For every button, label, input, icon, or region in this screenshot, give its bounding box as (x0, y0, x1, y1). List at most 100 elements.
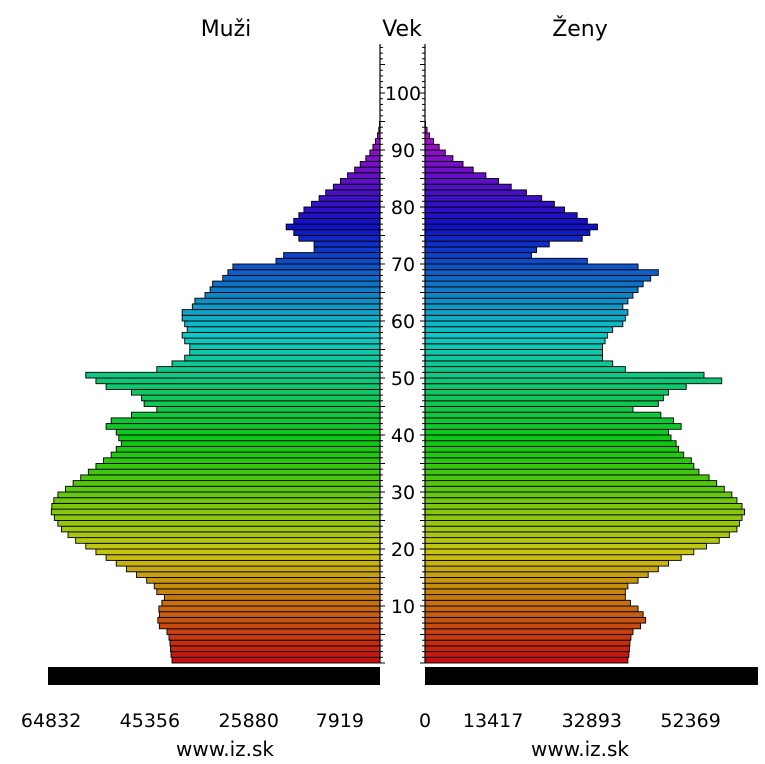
male-bar-age-37 (115, 445, 381, 453)
female-bar-age-74 (424, 235, 583, 242)
male-bar-age-31 (72, 480, 381, 487)
female-bar-age-5 (424, 628, 634, 635)
female-bar-age-68 (424, 269, 659, 276)
female-bar-age-87 (424, 160, 464, 168)
female-bar-age-62 (424, 303, 624, 311)
female-bar-age-6 (424, 622, 642, 630)
male-tick-label-2: 25880 (218, 710, 278, 732)
age-label-40: 40 (391, 425, 415, 447)
female-bar-age-23 (424, 525, 738, 533)
male-bar-age-16 (125, 565, 381, 573)
female-bar-age-19 (424, 548, 695, 556)
female-bar-age-49 (424, 377, 723, 385)
credit-left: www.iz.sk (176, 737, 274, 761)
female-bar-age-11 (424, 594, 626, 601)
female-bar-age-38 (424, 440, 677, 447)
female-bar-age-40 (424, 428, 669, 436)
male-bar-age-19 (95, 548, 381, 556)
female-tick-label-2: 32893 (562, 710, 622, 732)
female-bar-age-3 (424, 639, 631, 647)
male-bar-age-81 (318, 195, 381, 202)
age-label-90: 90 (391, 140, 415, 162)
male-bar-age-2 (170, 645, 381, 653)
female-bar-age-13 (424, 582, 629, 590)
female-bar-age-26 (424, 508, 746, 516)
male-bar-age-84 (339, 178, 381, 185)
male-bar-age-0 (171, 656, 381, 664)
female-bar-age-61 (424, 309, 629, 316)
female-bar-age-72 (424, 246, 538, 254)
female-bar-age-22 (424, 531, 730, 539)
female-bar-age-1 (424, 651, 630, 658)
credit-right: www.iz.sk (531, 737, 629, 761)
male-bar-age-15 (136, 571, 381, 578)
male-bar-age-90 (372, 143, 381, 151)
male-bar-age-25 (53, 514, 381, 521)
female-bar-age-12 (424, 588, 626, 596)
female-bar-age-85 (424, 172, 487, 179)
female-tick-label-0: 0 (419, 710, 431, 732)
female-bar-age-33 (424, 468, 700, 476)
male-base-bar (48, 667, 380, 685)
male-bar-age-4 (168, 634, 381, 641)
male-bar-age-72 (313, 246, 381, 254)
female-bar-age-77 (424, 217, 588, 225)
male-bar-age-45 (143, 400, 381, 407)
female-bar-age-0 (424, 656, 629, 664)
male-bar-age-13 (153, 582, 381, 590)
female-bar-age-81 (424, 195, 543, 202)
male-bar-age-55 (189, 343, 381, 350)
male-bar-age-34 (95, 463, 381, 470)
female-bar-age-66 (424, 280, 644, 288)
male-bar-age-24 (57, 520, 381, 527)
female-bar-age-16 (424, 565, 659, 573)
male-bar-age-66 (212, 280, 381, 288)
male-bar-age-54 (189, 349, 381, 356)
female-bar-age-39 (424, 434, 672, 442)
age-label-100: 100 (385, 83, 421, 105)
female-bar-age-59 (424, 320, 624, 328)
female-bar-age-21 (424, 537, 720, 544)
age-axis: 10 20 30 40 50 60 70 80 90 100 (379, 44, 426, 664)
female-bar-age-92 (424, 132, 431, 140)
female-bar-age-36 (424, 451, 685, 459)
male-bar-age-28 (53, 497, 381, 504)
male-bar-age-89 (369, 149, 381, 157)
female-base-bar (425, 667, 758, 685)
male-bar-age-14 (146, 577, 381, 584)
age-label-70: 70 (391, 254, 415, 276)
female-tick-label-1: 13417 (463, 710, 523, 732)
male-bar-age-70 (275, 257, 381, 265)
female-bar-age-14 (424, 577, 639, 584)
male-bar-age-23 (61, 525, 381, 533)
male-bar-age-65 (209, 286, 381, 293)
male-bar-age-79 (303, 206, 381, 214)
male-bar-age-53 (184, 354, 381, 362)
female-bar-age-9 (424, 605, 639, 613)
female-bar-age-70 (424, 257, 588, 265)
age-label-80: 80 (391, 197, 415, 219)
male-bar-age-82 (325, 189, 381, 197)
male-bar-age-78 (298, 212, 381, 219)
female-bar-age-51 (424, 366, 626, 373)
female-bar-age-46 (424, 394, 664, 402)
female-bar-age-64 (424, 292, 634, 299)
male-bar-age-1 (170, 651, 381, 658)
male-bar-age-46 (141, 394, 381, 402)
male-bar-age-42 (110, 417, 381, 425)
header-females: Ženy (552, 16, 608, 42)
male-bar-age-51 (156, 366, 381, 373)
male-bar-age-9 (158, 605, 381, 613)
male-bar-age-71 (283, 252, 381, 259)
male-bar-age-26 (50, 508, 381, 516)
male-bar-age-49 (95, 377, 381, 385)
female-bar-age-37 (424, 445, 680, 453)
female-bar-age-78 (424, 212, 578, 219)
male-bar-age-6 (158, 622, 381, 630)
age-label-60: 60 (391, 311, 415, 333)
female-bar-age-43 (424, 411, 662, 419)
male-bar-age-44 (156, 406, 381, 413)
female-bar-age-57 (424, 331, 609, 339)
male-bar-age-38 (120, 440, 381, 447)
male-bar-age-7 (157, 616, 381, 624)
